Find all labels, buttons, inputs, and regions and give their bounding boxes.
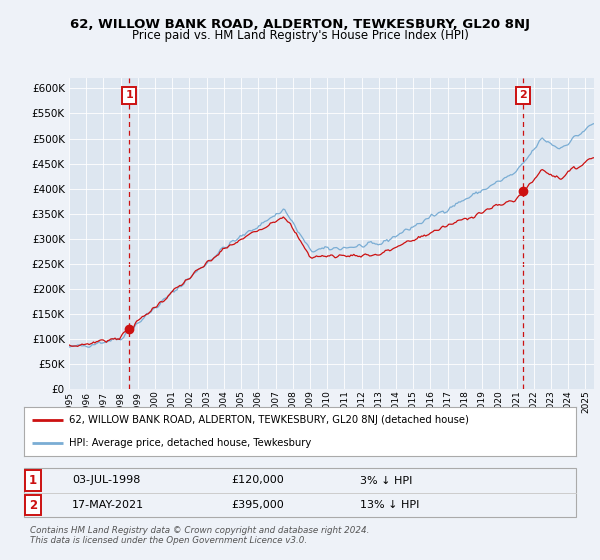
Text: 2: 2 <box>29 498 37 512</box>
Text: 62, WILLOW BANK ROAD, ALDERTON, TEWKESBURY, GL20 8NJ (detached house): 62, WILLOW BANK ROAD, ALDERTON, TEWKESBU… <box>69 416 469 426</box>
Text: 13% ↓ HPI: 13% ↓ HPI <box>360 500 419 510</box>
Text: 1: 1 <box>29 474 37 487</box>
Text: Contains HM Land Registry data © Crown copyright and database right 2024.
This d: Contains HM Land Registry data © Crown c… <box>30 526 370 545</box>
Text: 3% ↓ HPI: 3% ↓ HPI <box>360 475 412 486</box>
Text: £395,000: £395,000 <box>231 500 284 510</box>
Text: £120,000: £120,000 <box>231 475 284 486</box>
Text: 2: 2 <box>519 91 527 100</box>
Text: 03-JUL-1998: 03-JUL-1998 <box>72 475 140 486</box>
Text: 17-MAY-2021: 17-MAY-2021 <box>72 500 144 510</box>
Text: 62, WILLOW BANK ROAD, ALDERTON, TEWKESBURY, GL20 8NJ: 62, WILLOW BANK ROAD, ALDERTON, TEWKESBU… <box>70 17 530 31</box>
Text: 1: 1 <box>125 91 133 100</box>
Text: Price paid vs. HM Land Registry's House Price Index (HPI): Price paid vs. HM Land Registry's House … <box>131 29 469 42</box>
Text: HPI: Average price, detached house, Tewkesbury: HPI: Average price, detached house, Tewk… <box>69 438 311 448</box>
